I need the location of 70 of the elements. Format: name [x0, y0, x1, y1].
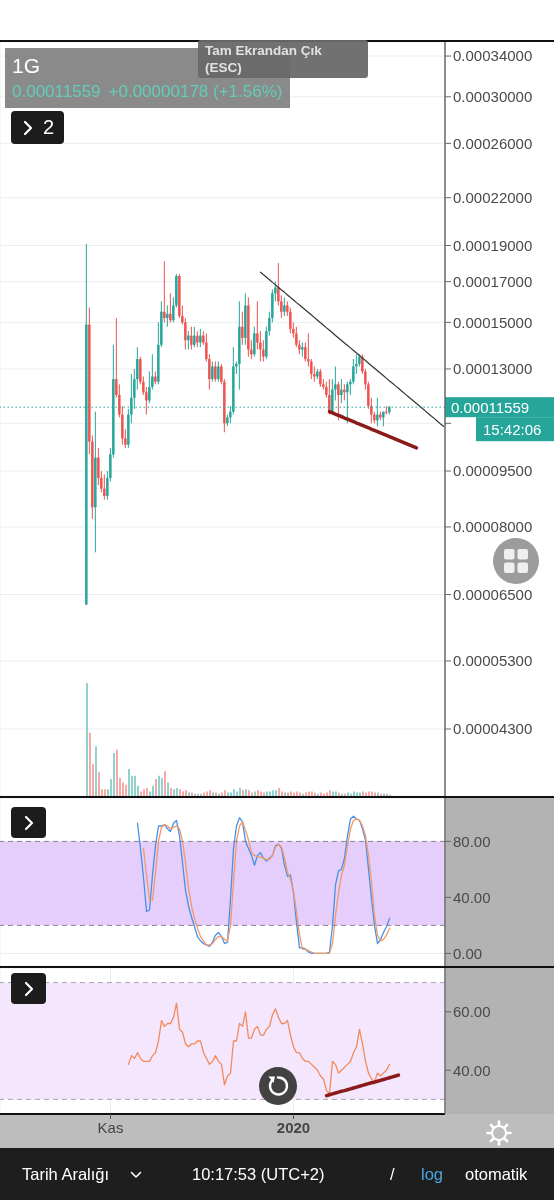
candlestick [103, 473, 106, 501]
bar [134, 775, 136, 796]
text: log [421, 1165, 444, 1183]
bar [116, 749, 118, 796]
y-tick-label: 40.00 [453, 888, 491, 906]
y-tick-label: 0.00015000 [453, 313, 533, 331]
y-tick-label: 0.00005300 [453, 652, 533, 670]
bar [86, 683, 88, 796]
line-series [259, 271, 445, 427]
bar [155, 779, 157, 796]
y-tick-label: 0.00034000 [453, 47, 533, 65]
y-tick-label: 0.00 [453, 944, 483, 962]
candlestick [190, 326, 193, 351]
bar [143, 789, 145, 796]
line-series [127, 1002, 391, 1095]
candlestick [169, 292, 172, 323]
text: / [390, 1165, 395, 1183]
y-tick-label: 0.00026000 [453, 134, 533, 152]
y-tick-label: 60.00 [453, 1003, 491, 1021]
bar [98, 772, 100, 796]
y-tick-label: 0.00017000 [453, 272, 533, 290]
y-tick-label: 40.00 [453, 1061, 491, 1079]
text: 10:17:53 (UTC+2) [192, 1165, 325, 1183]
bar [152, 785, 154, 796]
x-tick-label: 2020 [276, 1119, 311, 1136]
bar [269, 791, 271, 796]
bar [125, 784, 127, 796]
ref-line-label: 0.00011559 [451, 398, 530, 416]
candlestick [337, 381, 340, 421]
annotation: +0.00000178 (+1.56%) [108, 82, 283, 101]
y-tick-label: 80.00 [453, 832, 491, 850]
y-tick-label: 0.00006500 [453, 585, 533, 603]
annotation: Tam Ekrandan Çık (ESC) [205, 43, 322, 75]
bar [140, 791, 142, 796]
y-tick-label: 0.00004300 [453, 720, 533, 738]
bar [164, 771, 166, 796]
y-tick-label: 0.00008000 [453, 518, 533, 536]
text: otomatik [465, 1165, 528, 1183]
bar [182, 791, 184, 796]
bar [236, 791, 238, 796]
candlestick [253, 326, 256, 358]
bar [122, 782, 124, 796]
y-tick-label: 0.00030000 [453, 88, 533, 106]
candlestick [187, 330, 190, 351]
x-tick-label: Kas [97, 1119, 124, 1136]
y-tick-label: 0.00019000 [453, 236, 533, 254]
bar [167, 782, 169, 796]
candlestick [319, 368, 322, 388]
y-tick-label: 0.00009500 [453, 462, 533, 480]
candlestick [166, 304, 169, 328]
bar [158, 775, 160, 796]
candlestick [211, 361, 214, 383]
bar [95, 746, 97, 796]
candlestick [214, 361, 217, 383]
y-tick-label: 0.00022000 [453, 189, 533, 207]
annotation: 0.00011559 [12, 82, 101, 101]
candlestick [241, 311, 244, 346]
bar [272, 790, 274, 796]
text: Tarih Aralığı [22, 1165, 110, 1183]
bar [113, 753, 115, 796]
bar [161, 777, 163, 796]
candlestick [217, 361, 220, 383]
text: 2 [43, 116, 55, 139]
text: 1G [12, 54, 41, 77]
text: 15:42:06 [483, 420, 542, 438]
bar [89, 732, 91, 796]
line-series [324, 1073, 401, 1098]
candlestick [163, 260, 166, 323]
y-tick-label: 0.00013000 [453, 360, 533, 378]
bar [128, 768, 130, 796]
